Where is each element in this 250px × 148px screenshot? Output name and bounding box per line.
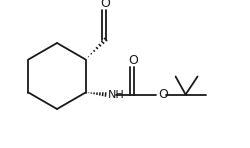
Text: O: O — [129, 54, 138, 67]
Text: O: O — [101, 0, 110, 10]
Text: NH: NH — [108, 90, 124, 99]
Text: O: O — [158, 88, 168, 101]
